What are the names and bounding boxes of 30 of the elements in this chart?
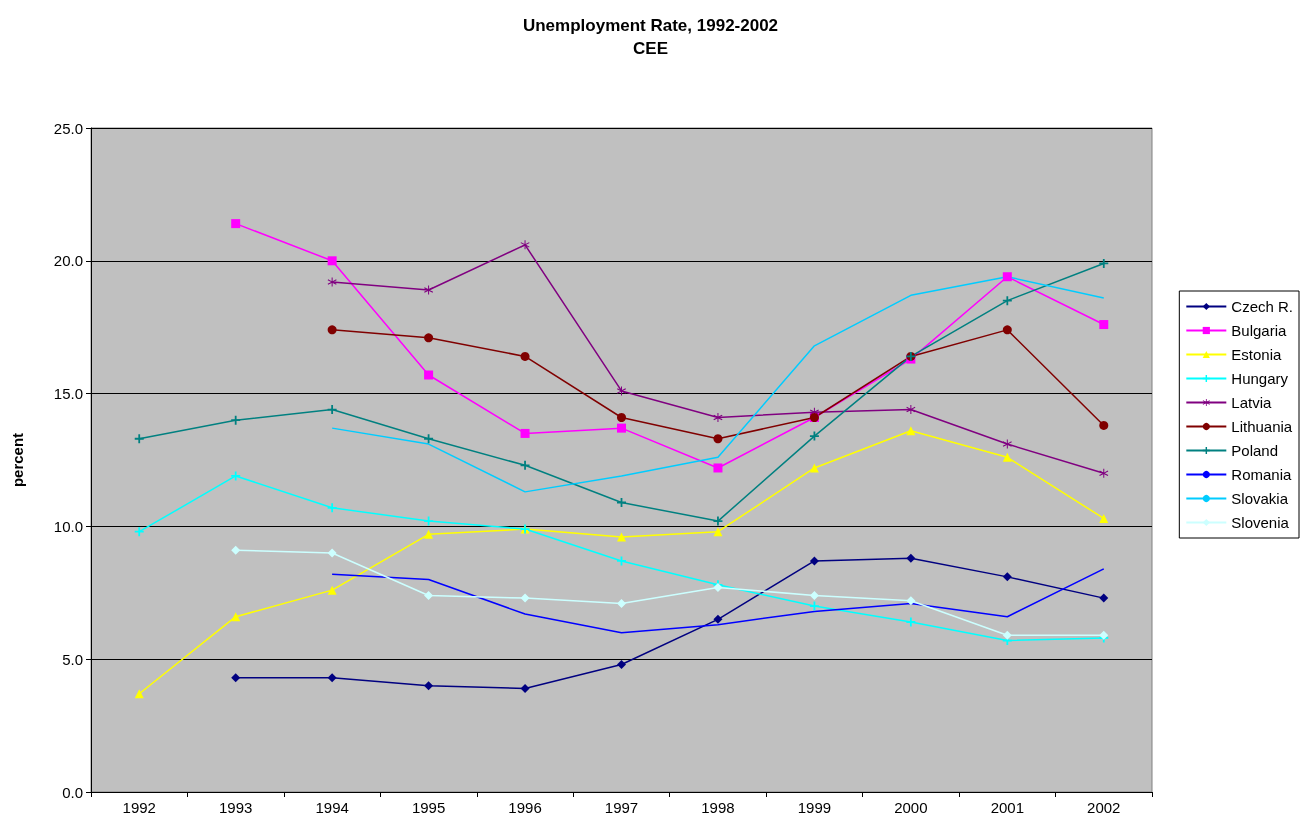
legend-label: Slovenia: [1231, 514, 1290, 531]
x-tick-label: 2001: [990, 799, 1025, 816]
legend-label: Slovakia: [1231, 490, 1289, 507]
y-tick-label: 0.0: [62, 783, 83, 801]
legend-label: Lithuania: [1231, 418, 1293, 435]
legend-label: Romania: [1231, 466, 1292, 483]
y-axis-title: percent: [9, 432, 26, 488]
y-tick-label: 25.0: [53, 119, 83, 137]
chart-title: Unemployment Rate, 1992-2002: [522, 16, 779, 35]
x-tick-label: 1994: [315, 799, 349, 816]
legend-label: Estonia: [1231, 346, 1282, 363]
x-tick-label: 2002: [1087, 799, 1121, 816]
chart-subtitle: CEE: [633, 39, 668, 58]
x-tick-label: 1993: [218, 799, 253, 816]
legend-label: Latvia: [1231, 394, 1272, 411]
legend-label: Czech R.: [1231, 298, 1293, 315]
y-tick-label: 20.0: [53, 252, 83, 270]
y-tick-label: 15.0: [53, 385, 83, 403]
x-tick-label: 2000: [894, 799, 928, 816]
x-tick-label: 1999: [797, 799, 832, 816]
legend-label: Bulgaria: [1231, 322, 1288, 339]
legend-label: Hungary: [1231, 370, 1289, 387]
legend-label: Poland: [1231, 442, 1279, 459]
y-tick-label: 5.0: [62, 650, 83, 668]
x-tick-label: 1997: [604, 799, 639, 816]
y-tick-label: 10.0: [53, 517, 83, 535]
x-tick-label: 1992: [122, 799, 156, 816]
x-tick-label: 1998: [701, 799, 735, 816]
x-tick-label: 1996: [508, 799, 542, 816]
x-tick-label: 1995: [411, 799, 446, 816]
